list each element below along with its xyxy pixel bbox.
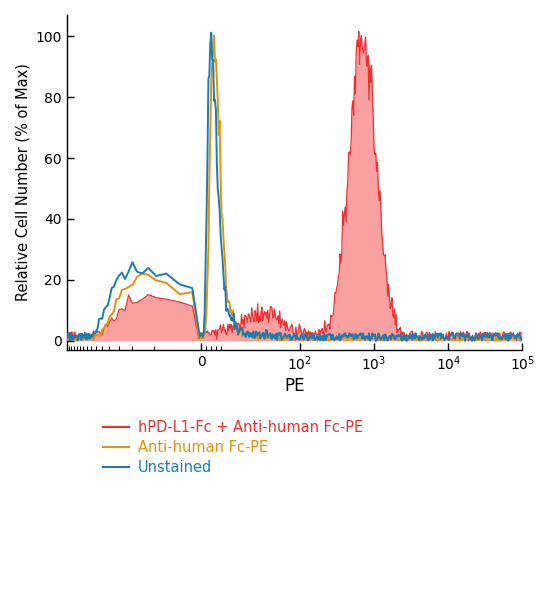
- Legend: hPD-L1-Fc + Anti-human Fc-PE, Anti-human Fc-PE, Unstained: hPD-L1-Fc + Anti-human Fc-PE, Anti-human…: [97, 414, 369, 481]
- Y-axis label: Relative Cell Number (% of Max): Relative Cell Number (% of Max): [15, 64, 30, 301]
- X-axis label: PE: PE: [284, 377, 305, 396]
